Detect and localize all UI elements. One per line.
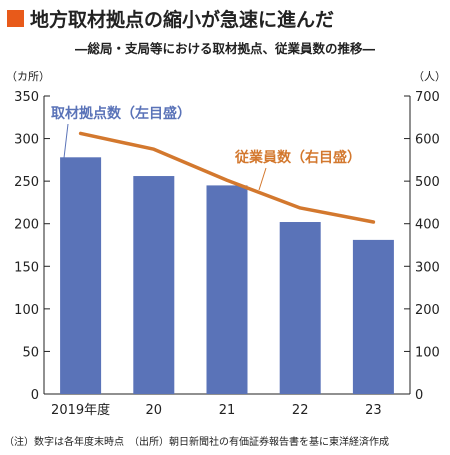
line-series	[78, 131, 376, 224]
y-right-tick-label: 200	[415, 303, 440, 318]
series-labels: 取材拠点数（左目盛） 従業員数（右目盛）	[51, 105, 361, 191]
bar-series	[60, 157, 394, 394]
y-right-tick-label: 100	[415, 345, 440, 360]
chart-title: 地方取材拠点の縮小が急速に進んだ	[30, 9, 335, 31]
y-right-unit: （人）	[413, 70, 446, 83]
y-right-tick-label: 500	[415, 175, 440, 190]
bar-label-leader	[63, 123, 69, 159]
y-left-tick-label: 200	[14, 218, 39, 233]
chart-subtitle: ―総局・支局等における取材拠点、従業員数の推移―	[74, 41, 375, 56]
y-left-unit: （カ所）	[6, 70, 50, 83]
bar	[206, 185, 248, 394]
source-note: （注）数字は各年度末時点 （出所）朝日新聞社の有価証券報告書を基に東洋経済作成	[4, 437, 389, 448]
x-tick-label: 2019年度	[51, 402, 110, 418]
bar	[352, 239, 394, 394]
x-tick-label: 21	[219, 403, 236, 418]
axes: 0 50 100 150 200 250 300 350 0 100 200 300 400 500 600…	[6, 70, 446, 418]
line-series-label: 従業員数（右目盛）	[234, 149, 361, 166]
y-left-tick-label: 250	[14, 175, 39, 190]
line-label-leader	[258, 167, 267, 191]
x-tick-label: 23	[365, 403, 382, 418]
title-marker	[7, 10, 24, 27]
y-right-tick-label: 300	[415, 260, 440, 275]
y-left-tick-label: 300	[14, 133, 39, 148]
bar-series-label: 取材拠点数（左目盛）	[51, 105, 191, 122]
y-left-tick-label: 150	[14, 260, 39, 275]
bar	[60, 157, 102, 394]
x-tick-label: 20	[146, 403, 163, 418]
y-left-tick-label: 50	[22, 345, 39, 360]
y-right-tick-label: 700	[415, 90, 440, 105]
y-left-tick-label: 0	[31, 388, 39, 403]
y-right-tick-label: 0	[415, 388, 423, 403]
x-tick-label: 22	[292, 403, 309, 418]
y-right-tick-label: 600	[415, 133, 440, 148]
y-left-tick-label: 350	[14, 90, 39, 105]
bar	[279, 222, 321, 394]
y-left-tick-label: 100	[14, 303, 39, 318]
bar	[133, 176, 175, 394]
y-right-tick-label: 400	[415, 218, 440, 233]
